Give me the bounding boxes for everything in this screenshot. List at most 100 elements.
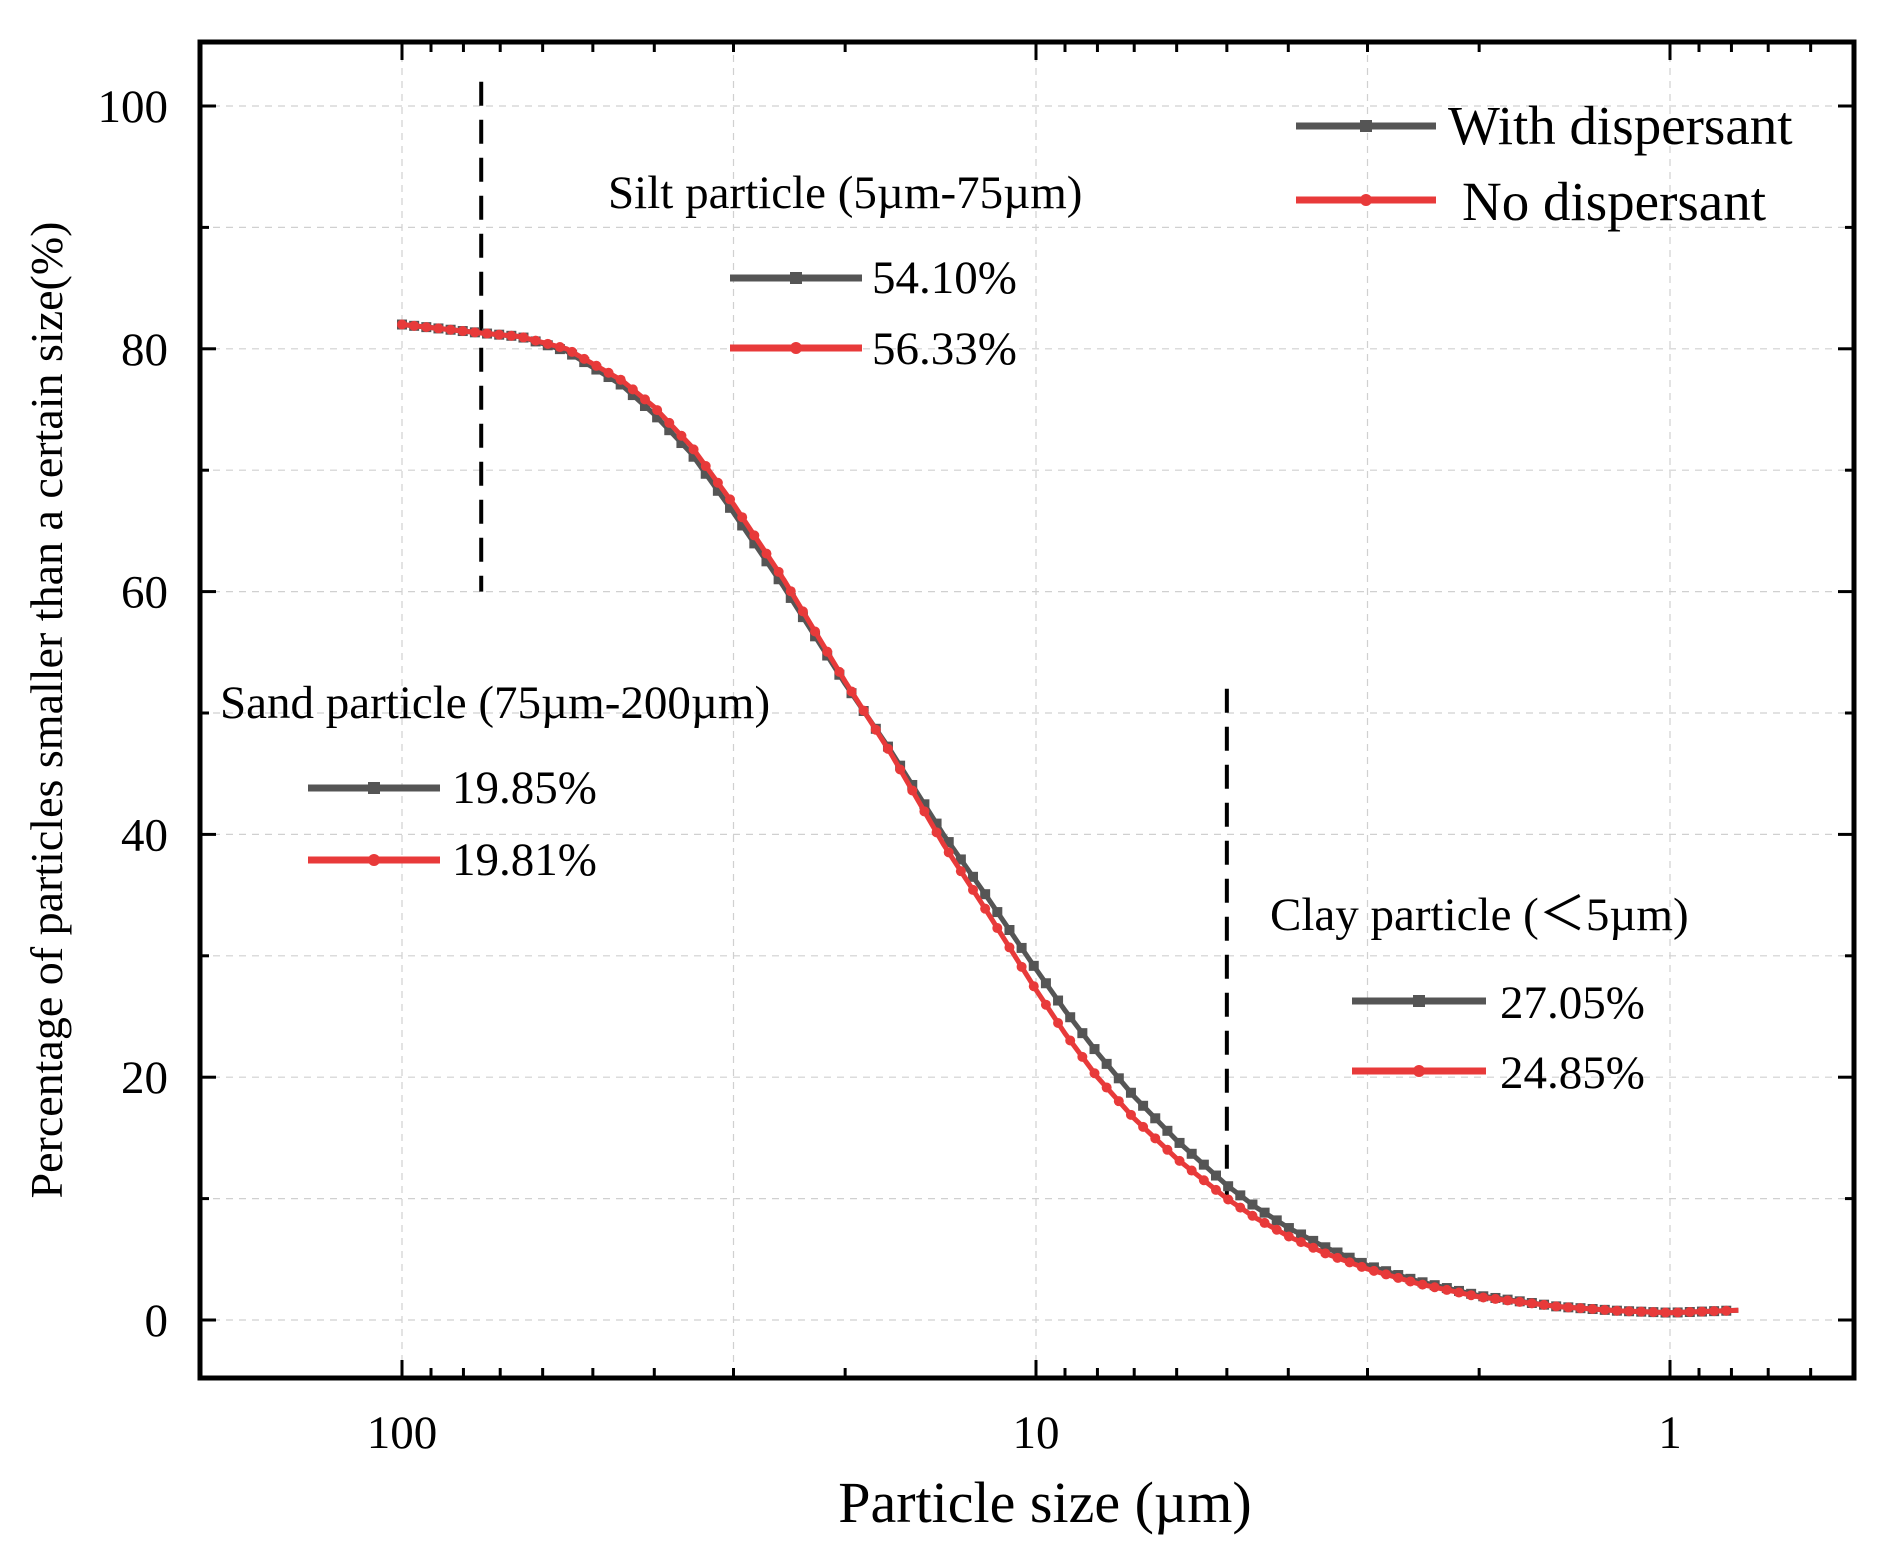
annotation-silt-title: Silt particle (5µm-75µm) <box>608 167 1082 219</box>
data-point-no-dispersant <box>1174 1155 1185 1166</box>
data-point-no-dispersant <box>822 646 833 657</box>
sample-marker <box>368 854 380 866</box>
data-point-no-dispersant <box>1563 1302 1574 1313</box>
sample-marker <box>1360 120 1372 132</box>
legend: With dispersant No dispersant <box>1296 95 1793 232</box>
data-point-with-dispersant <box>955 854 966 865</box>
data-point-no-dispersant <box>882 743 893 754</box>
data-point-with-dispersant <box>1332 1247 1343 1258</box>
data-point-no-dispersant <box>627 384 638 395</box>
data-point-with-dispersant <box>712 485 723 496</box>
data-point-no-dispersant <box>907 785 918 796</box>
data-point-no-dispersant <box>1040 999 1051 1010</box>
reference-lines <box>479 81 1229 1199</box>
data-point-with-dispersant <box>943 837 954 848</box>
data-point-with-dispersant <box>1308 1235 1319 1246</box>
data-point-no-dispersant <box>1016 961 1027 972</box>
data-point-with-dispersant <box>1101 1058 1112 1069</box>
sample-marker <box>1413 995 1425 1007</box>
data-point-with-dispersant <box>1283 1223 1294 1234</box>
data-point-no-dispersant <box>810 626 821 637</box>
data-point-no-dispersant <box>1077 1051 1088 1062</box>
data-point-no-dispersant <box>895 764 906 775</box>
data-point-no-dispersant <box>1478 1292 1489 1303</box>
data-point-no-dispersant <box>494 329 505 340</box>
data-point-no-dispersant <box>1648 1307 1659 1318</box>
data-point-no-dispersant <box>785 586 796 597</box>
data-point-no-dispersant <box>1381 1269 1392 1280</box>
data-point-with-dispersant <box>1040 978 1051 989</box>
data-point-with-dispersant <box>664 425 675 436</box>
annotation-clay-value-no: 24.85% <box>1500 1047 1645 1099</box>
data-point-with-dispersant <box>1162 1125 1173 1136</box>
data-point-with-dispersant <box>1150 1113 1161 1124</box>
data-point-with-dispersant <box>652 412 663 423</box>
data-point-no-dispersant <box>1599 1304 1610 1315</box>
data-point-no-dispersant <box>1259 1217 1270 1228</box>
data-point-with-dispersant <box>1235 1190 1246 1201</box>
data-point-with-dispersant <box>1198 1159 1209 1170</box>
data-point-with-dispersant <box>627 390 638 401</box>
y-axis-title: Percentage of particles smaller than a c… <box>21 221 72 1198</box>
annotation-sand-value-no: 19.81% <box>452 834 597 886</box>
data-point-with-dispersant <box>968 871 979 882</box>
data-point-with-dispersant <box>773 574 784 585</box>
data-point-no-dispersant <box>1210 1184 1221 1195</box>
data-point-no-dispersant <box>992 923 1003 934</box>
data-point-with-dispersant <box>737 520 748 531</box>
data-point-with-dispersant <box>1247 1199 1258 1210</box>
data-point-with-dispersant <box>992 907 1003 918</box>
data-point-with-dispersant <box>1125 1087 1136 1098</box>
data-point-no-dispersant <box>554 342 565 353</box>
data-point-no-dispersant <box>1636 1306 1647 1317</box>
annotation-silt-value-with: 54.10% <box>872 252 1017 304</box>
y-tick-label: 40 <box>121 809 168 861</box>
data-point-no-dispersant <box>1514 1296 1525 1307</box>
annotation-silt: Silt particle (5µm-75µm) 54.10% 56.33% <box>608 167 1082 375</box>
data-point-no-dispersant <box>1539 1299 1550 1310</box>
data-point-no-dispersant <box>1393 1272 1404 1283</box>
data-point-no-dispersant <box>567 346 578 357</box>
data-point-no-dispersant <box>1429 1282 1440 1293</box>
data-point-with-dispersant <box>797 612 808 623</box>
data-point-no-dispersant <box>591 360 602 371</box>
data-point-no-dispersant <box>506 330 517 341</box>
data-point-with-dispersant <box>931 818 942 829</box>
data-point-with-dispersant <box>676 438 687 449</box>
data-point-no-dispersant <box>1271 1224 1282 1235</box>
annotation-clay-marker-no <box>1352 1065 1486 1077</box>
data-point-no-dispersant <box>1125 1109 1136 1120</box>
data-point-no-dispersant <box>1417 1279 1428 1290</box>
data-point-no-dispersant <box>1089 1068 1100 1079</box>
data-point-with-dispersant <box>919 799 930 810</box>
data-point-no-dispersant <box>1113 1096 1124 1107</box>
series-layer <box>397 319 1739 1318</box>
data-point-no-dispersant <box>1065 1035 1076 1046</box>
data-point-with-dispersant <box>1186 1148 1197 1159</box>
data-point-no-dispersant <box>1332 1252 1343 1263</box>
annotation-sand-title: Sand particle (75µm-200µm) <box>220 677 770 729</box>
data-point-no-dispersant <box>1162 1144 1173 1155</box>
data-point-with-dispersant <box>1065 1012 1076 1023</box>
data-point-no-dispersant <box>397 319 407 330</box>
sample-marker <box>790 342 802 354</box>
data-point-no-dispersant <box>1587 1304 1598 1315</box>
data-point-no-dispersant <box>1575 1303 1586 1314</box>
data-point-no-dispersant <box>1186 1165 1197 1176</box>
data-point-no-dispersant <box>664 417 675 428</box>
x-tick-label: 100 <box>367 1407 438 1459</box>
data-point-with-dispersant <box>1138 1100 1149 1111</box>
data-point-no-dispersant <box>1101 1082 1112 1093</box>
data-point-no-dispersant <box>1283 1231 1294 1242</box>
annotation-clay-title: Clay particle (＜5µm) <box>1270 889 1689 941</box>
data-point-no-dispersant <box>737 512 748 523</box>
annotation-silt-marker-with <box>730 272 862 284</box>
data-point-no-dispersant <box>1308 1242 1319 1253</box>
data-point-no-dispersant <box>749 530 760 541</box>
data-point-with-dispersant <box>1296 1229 1307 1240</box>
annotation-sand: Sand particle (75µm-200µm) 19.85% 19.81% <box>220 677 770 886</box>
data-point-with-dispersant <box>761 556 772 567</box>
data-point-with-dispersant <box>639 400 650 411</box>
